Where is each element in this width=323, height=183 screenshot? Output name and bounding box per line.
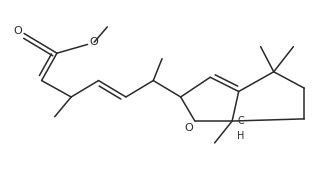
Text: O: O <box>13 26 22 36</box>
Text: O: O <box>184 123 193 133</box>
Text: O: O <box>90 37 99 47</box>
Text: C: C <box>237 116 244 126</box>
Text: H: H <box>237 131 245 141</box>
